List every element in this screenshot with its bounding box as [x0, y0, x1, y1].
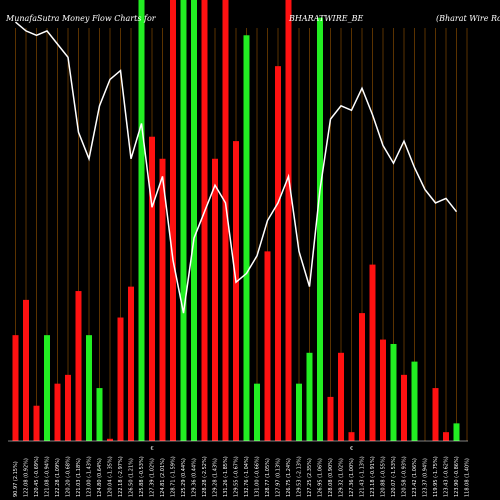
x-tick-label: 131.26 (-1.85%)	[223, 456, 229, 497]
x-tick-label: 129.32 (1.02%)	[339, 458, 345, 497]
money-flow-bar	[359, 313, 365, 441]
x-tick-label: 120.88 (-0.55%)	[381, 456, 387, 497]
money-flow-bar	[306, 352, 313, 441]
money-flow-bar	[275, 66, 281, 442]
money-flow-bar	[107, 438, 113, 441]
money-flow-bar	[380, 339, 386, 441]
header-company-text: (Bharat Wire Ro	[436, 14, 500, 23]
x-tick-label: 129.53 (-2.13%)	[297, 456, 303, 497]
money-flow-bar	[212, 158, 218, 441]
money-flow-bar	[86, 335, 92, 441]
x-tick-label: 124.80 (0.64%)	[97, 458, 103, 497]
money-flow-bar	[243, 35, 250, 441]
x-tick-label: 121.03 (1.18%)	[76, 458, 82, 497]
money-flow-bar	[117, 317, 124, 441]
x-tick-label: 126.75 (1.24%)	[286, 458, 292, 497]
x-tick-label: 127.39 (1.02%)	[150, 458, 156, 497]
x-tick-label: 128.71 (-1.59%)	[171, 456, 177, 497]
x-tick-label: 121.43 (-1.13%)	[360, 456, 366, 497]
x-tick-label: 129.28 (1.43%)	[213, 458, 219, 497]
x-tick-label: 126.50 (1.21%)	[129, 458, 135, 497]
x-tick-label: 118.08 (1.40%)	[465, 458, 471, 497]
x-tick-label: 127.25 (2.35%)	[307, 458, 313, 497]
money-flow-bar	[401, 374, 407, 441]
x-tick-label: 129.55 (-0.67%)	[234, 456, 240, 497]
x-tick-label: 120.58 (-0.93%)	[402, 456, 408, 497]
money-flow-line	[15, 21, 458, 314]
header-symbol-text: BHARATWIRE_BE	[288, 14, 363, 23]
money-flow-bar	[12, 335, 19, 441]
x-tick-label: 122.08 (0.92%)	[24, 458, 30, 497]
x-tick-label: 123.37 (0.94%)	[423, 458, 429, 497]
x-tick-label: 131.00 (-0.66%)	[255, 456, 261, 497]
money-flow-bar	[369, 264, 376, 441]
money-flow-bar	[432, 388, 439, 441]
x-tick-label: 121.08 (-0.94%)	[45, 456, 51, 497]
money-flow-bar	[285, 0, 292, 441]
money-flow-bar	[44, 335, 50, 441]
money-flow-bar	[128, 286, 134, 441]
money-flow-bar	[264, 251, 271, 441]
x-tick-label: 129.36 (0.44%)	[192, 458, 198, 497]
money-flow-bar	[138, 0, 145, 441]
money-flow-bar	[233, 141, 239, 441]
x-marker-label: €	[350, 446, 353, 452]
money-flow-bar	[254, 383, 260, 441]
x-tick-label: 123.43 (-0.62%)	[444, 456, 450, 497]
money-flow-bar	[317, 17, 323, 441]
money-flow-bar	[338, 352, 344, 441]
x-tick-label: 123.90 (-0.86%)	[454, 456, 460, 497]
x-markers: € €	[151, 446, 354, 452]
money-flow-bar	[170, 0, 176, 441]
x-tick-label: 127.97 (0.13%)	[276, 458, 282, 497]
x-tick-labels: 90.97 (2.15%) 122.08 (0.92%) 120.45 (-0.69…	[13, 456, 471, 497]
x-tick-label: 120.20 (-0.68%)	[66, 456, 72, 497]
money-flow-bar	[348, 432, 355, 441]
money-flow-bar	[390, 343, 397, 441]
x-tick-label: 120.45 (-0.69%)	[34, 456, 40, 497]
x-tick-label: 123.18 (-0.91%)	[370, 456, 376, 497]
money-flow-bar	[65, 374, 71, 441]
money-flow-bar	[443, 432, 449, 441]
money-flow-bar	[201, 0, 208, 441]
x-tick-label: 123.00 (-1.43%)	[87, 456, 93, 497]
money-flow-bar	[54, 383, 61, 441]
x-tick-label: 125.29 (0.44%)	[181, 458, 187, 497]
money-flow-bar	[159, 158, 166, 441]
bar-layer	[12, 0, 460, 442]
money-flow-bar	[222, 0, 229, 441]
x-tick-label: 128.28 (-2.52%)	[202, 456, 208, 497]
x-tick-label: 127.36 (1.00%)	[349, 458, 355, 497]
x-marker-label: €	[151, 446, 154, 452]
money-flow-bar	[327, 396, 334, 441]
money-flow-bar	[191, 0, 197, 441]
header-left-text: MunafaSutra Money Flow Charts for	[5, 14, 157, 23]
x-tick-label: 123.42 (1.06%)	[412, 458, 418, 497]
x-tick-label: 120.07 (-1.53%)	[391, 456, 397, 497]
x-tick-label: 120.04 (-1.35%)	[108, 456, 114, 497]
money-flow-bar	[96, 388, 103, 441]
x-tick-label: 119.95 (-1.75%)	[433, 456, 439, 497]
money-flow-bar	[149, 136, 155, 441]
x-tick-label: 126.95 (1.06%)	[318, 458, 324, 497]
money-flow-bar	[75, 291, 82, 441]
x-tick-label: 125.88 (-0.53%)	[139, 456, 145, 497]
money-flow-bar	[453, 423, 460, 441]
money-flow-bar	[180, 0, 187, 441]
x-tick-label: 128.77 (1.05%)	[265, 458, 271, 497]
x-tick-label: 122.28 (1.09%)	[55, 458, 61, 497]
money-flow-bar	[411, 361, 418, 441]
x-tick-label: 124.81 (2.01%)	[160, 458, 166, 497]
money-flow-bar	[23, 299, 29, 441]
x-tick-label: 122.18 (-2.97%)	[118, 456, 124, 497]
x-tick-label: 90.97 (2.15%)	[13, 461, 19, 497]
x-tick-label: 128.08 (0.90%)	[328, 458, 334, 497]
money-flow-bar	[296, 383, 302, 441]
money-flow-bar	[33, 405, 40, 441]
x-tick-label: 132.76 (-1.04%)	[244, 456, 250, 497]
